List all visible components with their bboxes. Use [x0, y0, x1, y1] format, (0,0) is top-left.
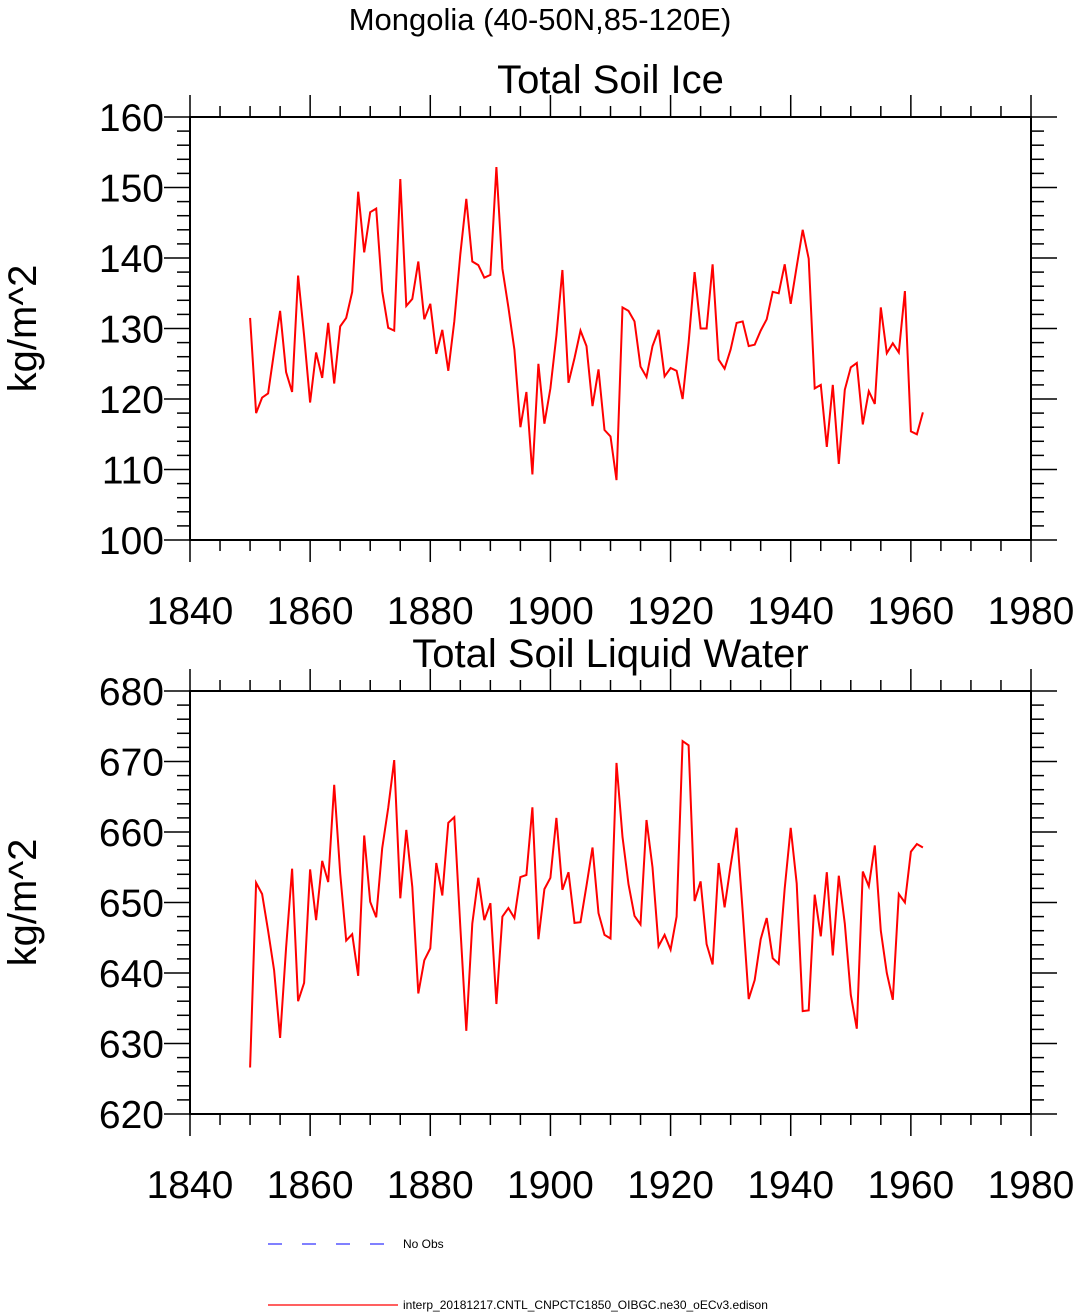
chart-panel-2: Total Soil Liquid Water kg/m^2 620 630 640 65… [1, 632, 1074, 1207]
y-tick-label: 660 [99, 812, 164, 855]
y-tick-label: 140 [99, 238, 164, 281]
figure-suptitle: Mongolia (40-50N,85-120E) [348, 2, 732, 37]
x-tick-label: 1940 [747, 1164, 834, 1207]
x-tick-label: 1960 [867, 590, 954, 633]
legend-obs-label: No Obs [403, 1237, 444, 1251]
chart-title: Total Soil Liquid Water [412, 632, 808, 676]
y-tick-label: 640 [99, 953, 164, 996]
y-tick-label: 670 [99, 742, 164, 785]
x-tick-label: 1860 [267, 590, 354, 633]
y-tick-label: 100 [99, 520, 164, 563]
y-tick-label: 630 [99, 1024, 164, 1067]
x-tick-label: 1920 [627, 1164, 714, 1207]
series-line [249, 167, 924, 481]
y-axis-label: kg/m^2 [1, 839, 45, 967]
x-tick-label: 1840 [147, 1164, 234, 1207]
y-tick-label: 130 [99, 309, 164, 352]
series-line [249, 739, 924, 1068]
chart-panel-1: Total Soil Ice kg/m^2 100 110 120 130 140 150 16… [1, 58, 1074, 633]
legend-model-label: interp_20181217.CNTL_CNPCTC1850_OIBGC.ne… [403, 1298, 768, 1312]
chart-title: Total Soil Ice [497, 58, 724, 102]
y-tick-label: 160 [99, 97, 164, 140]
y-tick-label: 680 [99, 671, 164, 714]
x-tick-label: 1880 [387, 590, 474, 633]
y-tick-label: 620 [99, 1094, 164, 1137]
x-tick-label: 1980 [988, 590, 1075, 633]
x-tick-label: 1980 [988, 1164, 1075, 1207]
x-tick-label: 1840 [147, 590, 234, 633]
y-tick-label: 120 [99, 379, 164, 422]
x-tick-label: 1860 [267, 1164, 354, 1207]
x-tick-label: 1900 [507, 590, 594, 633]
x-tick-label: 1940 [747, 590, 834, 633]
x-tick-label: 1920 [627, 590, 714, 633]
x-tick-label: 1900 [507, 1164, 594, 1207]
y-axis-label: kg/m^2 [1, 265, 45, 393]
x-tick-label: 1960 [867, 1164, 954, 1207]
y-tick-label: 110 [102, 450, 164, 493]
y-tick-label: 150 [99, 168, 164, 211]
x-tick-label: 1880 [387, 1164, 474, 1207]
y-tick-label: 650 [99, 883, 164, 926]
plot-frame [189, 116, 1032, 541]
legend [268, 1243, 398, 1306]
